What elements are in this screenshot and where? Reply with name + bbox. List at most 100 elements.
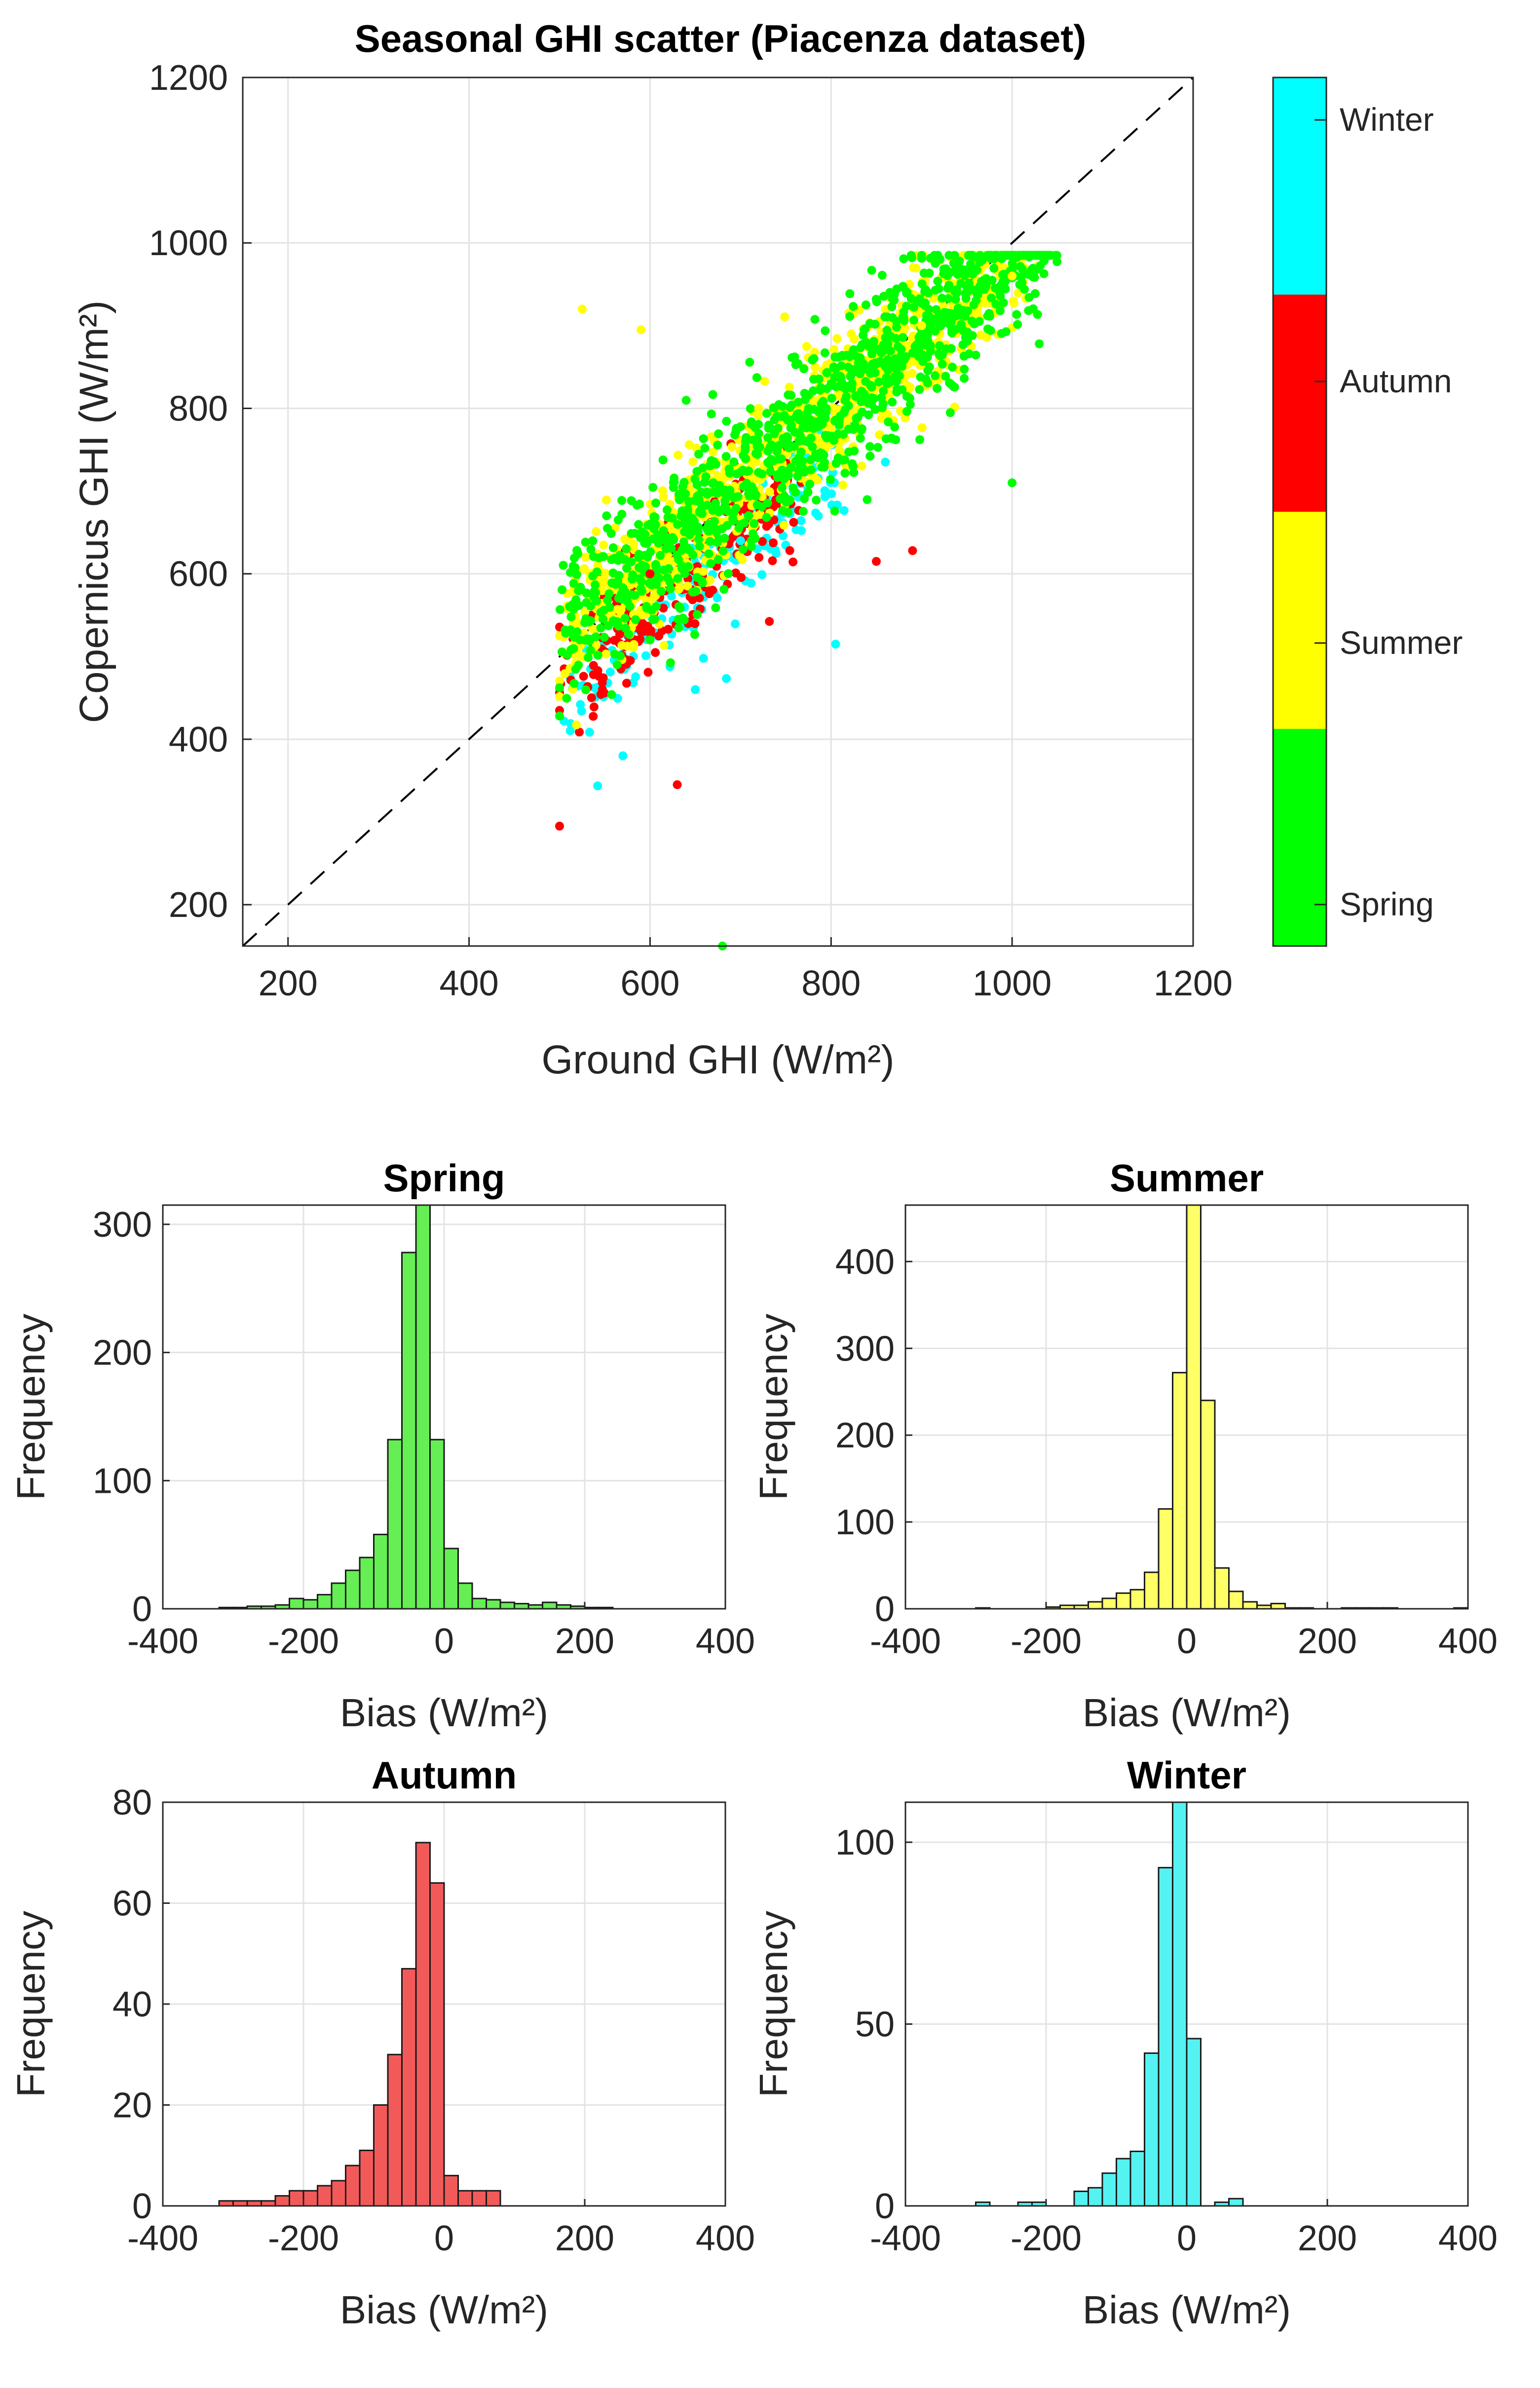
scatter-point-spring: [767, 440, 776, 450]
scatter-point-spring: [693, 527, 703, 536]
scatter-point-spring: [589, 552, 598, 561]
scatter-point-spring: [691, 587, 701, 596]
scatter-point-spring: [681, 396, 691, 405]
scatter-point-spring: [936, 255, 945, 264]
spring-histogram-bar: [302, 1599, 318, 1610]
scatter-point-spring: [721, 488, 731, 497]
autumn-y-tick-label: 80: [113, 1783, 152, 1822]
scatter-point-spring: [558, 585, 566, 595]
scatter-point-spring: [1042, 251, 1051, 260]
scatter-point-autumn: [579, 672, 588, 681]
scatter-point-spring: [674, 623, 683, 633]
scatter-point-spring: [822, 368, 831, 378]
scatter-point-autumn: [757, 537, 767, 546]
scatter-point-spring: [711, 603, 720, 612]
autumn-histogram-bar: [373, 2104, 389, 2207]
autumn-histogram-title: Autumn: [372, 1753, 517, 1797]
scatter-point-spring: [872, 297, 881, 306]
scatter-point-summer: [780, 312, 789, 321]
autumn-histogram-bar: [345, 2164, 361, 2207]
scatter-point-spring: [1000, 275, 1009, 285]
scatter-point-spring: [888, 313, 897, 322]
autumn-histogram-bar: [302, 2190, 318, 2207]
scatter-point-spring: [572, 570, 581, 579]
scatter-point-spring: [952, 288, 962, 298]
scatter-point-summer: [883, 410, 892, 419]
scatter-point-autumn: [708, 585, 717, 595]
scatter-point-winter: [731, 619, 740, 629]
scatter-point-spring: [836, 375, 846, 383]
scatter-point-spring: [778, 506, 788, 515]
winter-y-tick-label: 100: [835, 1823, 895, 1862]
scatter-point-autumn: [785, 546, 794, 555]
scatter-point-spring: [884, 417, 893, 426]
scatter-x-tick-label: 400: [440, 964, 499, 1003]
scatter-point-autumn: [555, 822, 564, 831]
scatter-point-spring: [950, 251, 959, 260]
scatter-point-spring: [613, 576, 623, 586]
scatter-point-spring: [898, 312, 907, 322]
scatter-point-winter: [576, 700, 585, 709]
scatter-point-spring: [902, 392, 911, 401]
scatter-point-spring: [989, 264, 999, 273]
spring-histogram-bar: [289, 1597, 304, 1610]
scatter-point-spring: [752, 500, 762, 510]
scatter-point-spring: [849, 345, 859, 354]
scatter-y-tick-label: 600: [169, 555, 228, 594]
autumn-x-label: Bias (W/m²): [340, 2288, 548, 2332]
scatter-point-spring: [618, 583, 628, 592]
autumn-x-tick-label: -200: [268, 2219, 339, 2258]
scatter-point-spring: [892, 384, 901, 394]
scatter-point-autumn: [609, 636, 619, 645]
scatter-point-spring: [555, 683, 564, 692]
scatter-point-spring: [763, 433, 772, 442]
scatter-point-spring: [962, 288, 972, 297]
scatter-point-spring: [784, 471, 793, 481]
scatter-point-spring: [777, 483, 787, 493]
autumn-histogram-bar: [471, 2190, 487, 2207]
scatter-point-spring: [837, 351, 847, 360]
scatter-point-spring: [999, 298, 1008, 307]
autumn-histogram-bar: [261, 2200, 276, 2207]
scatter-point-spring: [751, 490, 760, 499]
scatter-point-spring: [636, 584, 645, 594]
winter-histogram-title: Winter: [1127, 1753, 1246, 1797]
scatter-point-spring: [779, 434, 788, 443]
scatter-point-spring: [848, 462, 858, 471]
scatter-point-spring: [638, 527, 647, 536]
scatter-point-spring: [588, 536, 598, 545]
scatter-point-autumn: [587, 693, 596, 702]
scatter-point-spring: [880, 362, 890, 371]
scatter-point-spring: [812, 495, 821, 505]
spring-histogram-bar: [359, 1556, 375, 1610]
scatter-point-spring: [935, 341, 944, 350]
scatter-point-spring: [1013, 320, 1022, 329]
winter-y-tick-label: 0: [875, 2187, 895, 2226]
scatter-point-summer: [706, 575, 715, 585]
autumn-histogram-bar: [415, 1842, 431, 2207]
scatter-point-spring: [593, 650, 602, 660]
scatter-point-spring: [709, 458, 718, 467]
summer-histogram-bar: [1242, 1601, 1258, 1610]
scatter-point-autumn: [659, 604, 668, 613]
scatter-point-spring: [956, 279, 966, 288]
scatter-point-spring: [708, 479, 717, 488]
scatter-point-spring: [977, 256, 987, 265]
scatter-point-spring: [849, 425, 858, 434]
spring-y-tick-label: 0: [132, 1590, 152, 1629]
scatter-point-summer: [835, 446, 844, 455]
winter-y-label: Frequency: [751, 1911, 795, 2097]
scatter-point-spring: [914, 333, 924, 342]
scatter-point-spring: [690, 630, 699, 639]
spring-histogram-bar: [514, 1603, 529, 1610]
histogram-autumn: -400 -200 0 200 400 0 20 40 60 80 Autumn Bias (W/m²…: [9, 1753, 755, 2332]
scatter-point-spring: [915, 385, 924, 394]
scatter-point-spring: [673, 520, 682, 529]
scatter-point-spring: [867, 382, 876, 392]
scatter-point-spring: [713, 440, 722, 450]
scatter-point-spring: [698, 463, 708, 473]
scatter-point-winter: [565, 726, 575, 735]
scatter-point-spring: [996, 306, 1005, 315]
scatter-point-spring: [877, 343, 886, 353]
scatter-point-autumn: [765, 617, 774, 626]
